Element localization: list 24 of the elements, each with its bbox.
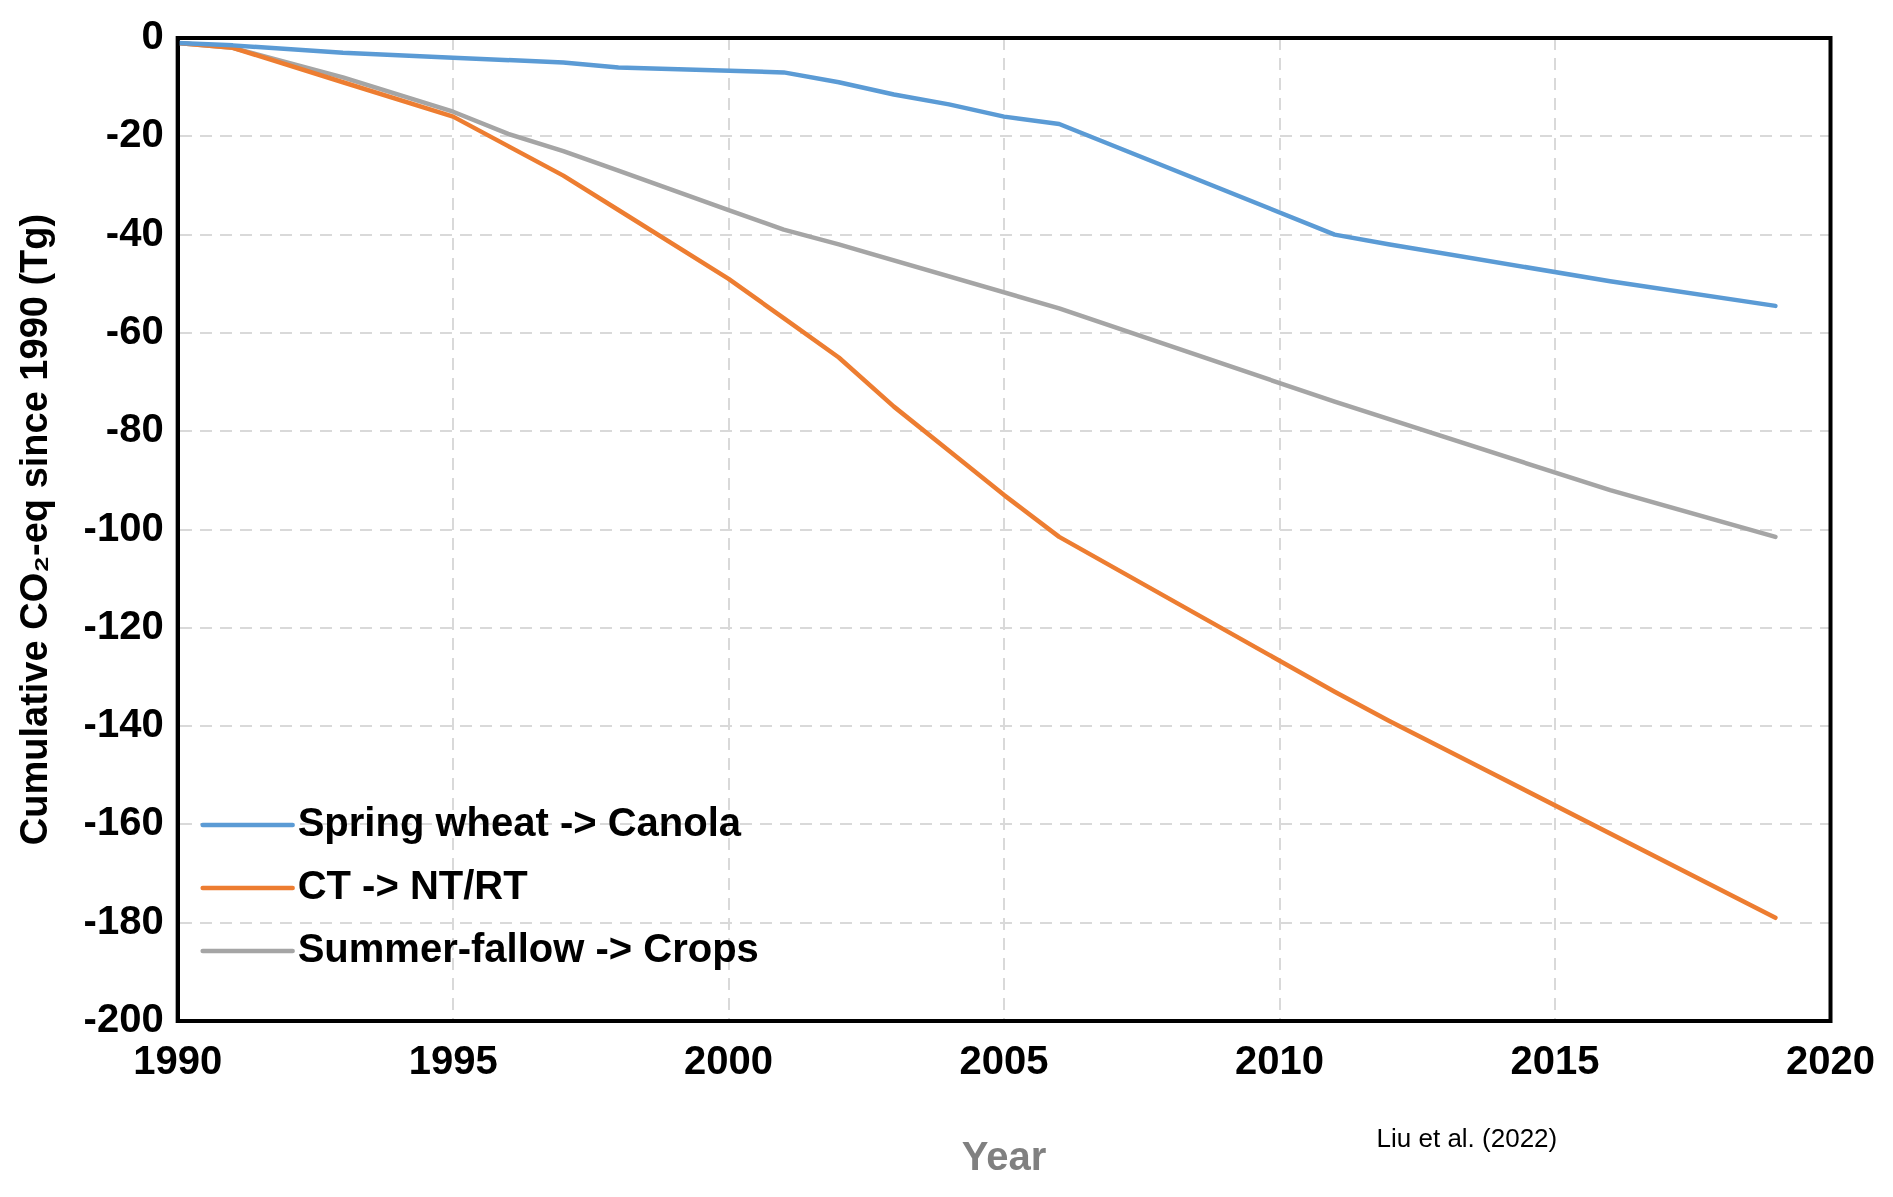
y-tick-label: -80: [105, 406, 164, 451]
x-tick-label: 2000: [684, 1038, 774, 1083]
x-tick-label: 2020: [1786, 1038, 1875, 1083]
legend-label: Spring wheat -> Canola: [297, 800, 742, 845]
y-tick-label: -40: [105, 209, 164, 254]
y-tick-label: -140: [83, 701, 164, 746]
x-tick-label: 1995: [408, 1038, 498, 1083]
y-tick-label: -180: [83, 897, 164, 942]
y-tick-label: -200: [83, 996, 164, 1041]
x-axis-title: Year: [961, 1134, 1047, 1179]
text: Liu et al. (2022): [1376, 1123, 1558, 1154]
legend-label: Summer-fallow -> Crops: [297, 926, 759, 971]
y-tick-label: 0: [141, 13, 164, 58]
x-tick-label: 1990: [133, 1038, 223, 1083]
legend-label: CT -> NT/RT: [297, 863, 528, 908]
y-tick-label: -160: [83, 799, 164, 844]
y-tick-label: -60: [105, 307, 164, 352]
y-tick-label: -100: [83, 504, 164, 549]
y-tick-label: -20: [105, 111, 164, 156]
x-tick-label: 2015: [1510, 1038, 1600, 1083]
y-tick-label: -120: [83, 602, 164, 647]
x-tick-label: 2010: [1235, 1038, 1325, 1083]
y-axis-title: Cumulative CO₂-eq since 1990 (Tg): [13, 213, 56, 846]
x-tick-label: 2005: [959, 1038, 1049, 1083]
